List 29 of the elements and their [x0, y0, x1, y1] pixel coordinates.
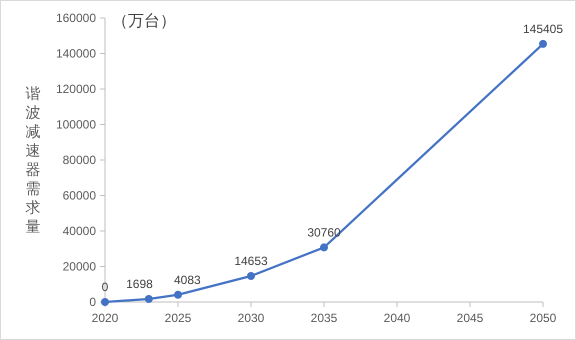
- data-label: 1698: [126, 276, 154, 291]
- y-axis-title: 谐波减速器需求量: [26, 86, 40, 236]
- annotation: （万台）: [112, 12, 176, 30]
- y-tick-label: 60000: [62, 188, 96, 202]
- y-tick-label: 40000: [62, 224, 96, 238]
- data-label: 0: [102, 280, 109, 294]
- x-tick-label: 2035: [310, 311, 338, 325]
- y-tick-label: 100000: [56, 118, 96, 132]
- x-tick-label: 2050: [530, 311, 557, 325]
- data-label: 14653: [234, 254, 268, 268]
- point: [144, 294, 153, 303]
- data-label: 30760: [307, 225, 342, 240]
- point: [320, 243, 328, 252]
- x-tick-label: 2025: [164, 311, 192, 325]
- x-tick-label: 2045: [456, 311, 484, 325]
- data-label: 4083: [174, 272, 202, 287]
- y-tick-label: 160000: [56, 11, 96, 25]
- x-tick-label: 2030: [238, 311, 265, 325]
- y-tick-label: 140000: [56, 46, 96, 60]
- point: [247, 272, 255, 280]
- y-tick-label: 120000: [56, 82, 96, 96]
- point: [174, 290, 182, 299]
- x-tick-label: 2040: [384, 311, 411, 325]
- y-tick-label: 20000: [62, 260, 96, 274]
- point: [539, 40, 547, 48]
- y-tick-label: 0: [89, 295, 96, 309]
- x-tick-label: 2020: [92, 311, 119, 325]
- y-tick-label: 80000: [62, 153, 96, 167]
- data-label: 145405: [522, 22, 564, 36]
